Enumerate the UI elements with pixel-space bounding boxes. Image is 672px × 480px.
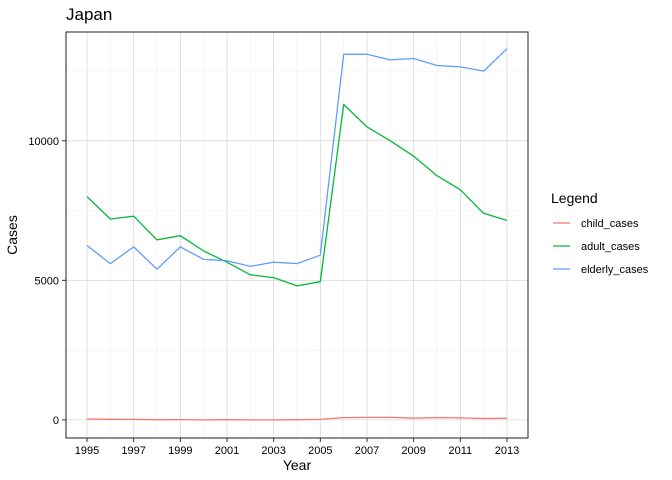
legend: Legend child_cases adult_cases elderly_cas… xyxy=(551,190,649,276)
x-tick-label: 2009 xyxy=(401,445,425,457)
chart-title: Japan xyxy=(66,5,112,24)
y-axis-title: Cases xyxy=(4,215,20,255)
x-tick-label: 2003 xyxy=(261,445,285,457)
legend-label-elderly-cases: elderly_cases xyxy=(581,264,649,276)
legend-label-adult-cases: adult_cases xyxy=(581,241,640,253)
y-tick-label: 10000 xyxy=(28,136,59,148)
x-tick-label: 2011 xyxy=(449,445,473,457)
x-tick-label: 2001 xyxy=(215,445,239,457)
y-tick-label: 0 xyxy=(53,415,59,427)
series-lines xyxy=(86,48,508,421)
legend-title: Legend xyxy=(551,190,598,206)
plot-panel-border xyxy=(65,31,529,439)
y-axis: 0 5000 10000 xyxy=(28,136,66,427)
x-axis: 1995 1997 1999 2001 2003 2005 2007 2009 2011 2013 xyxy=(75,438,519,457)
grid xyxy=(66,32,528,438)
x-tick-label: 2005 xyxy=(308,445,332,457)
series-line-child-cases xyxy=(86,416,508,421)
x-tick-label: 2013 xyxy=(495,445,519,457)
x-tick-label: 1997 xyxy=(121,445,145,457)
series-line-adult-cases xyxy=(86,103,508,287)
y-tick-label: 5000 xyxy=(35,275,59,287)
x-tick-label: 1999 xyxy=(168,445,192,457)
x-tick-label: 1995 xyxy=(75,445,99,457)
x-axis-title: Year xyxy=(283,457,312,473)
legend-label-child-cases: child_cases xyxy=(581,218,639,230)
x-tick-label: 2007 xyxy=(355,445,379,457)
series-line-elderly-cases xyxy=(86,48,508,270)
